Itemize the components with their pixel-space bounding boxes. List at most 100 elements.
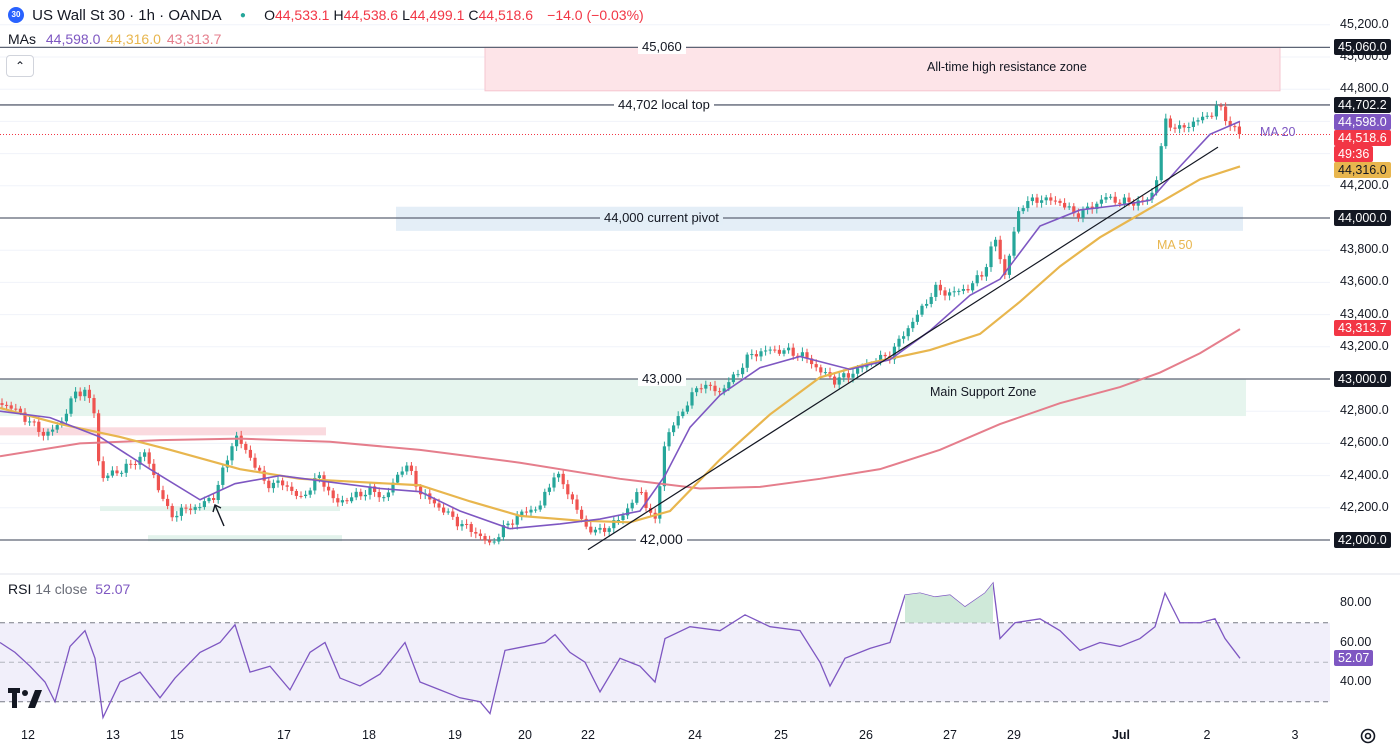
candle-body bbox=[1214, 105, 1218, 117]
settings-gear-icon[interactable] bbox=[1358, 726, 1378, 746]
time-axis[interactable]: 12 13 15 17 18 19 20 22 24 25 26 27 29 Jul 2 3 bbox=[0, 726, 1330, 746]
candle-body bbox=[235, 435, 239, 447]
price-tick: 44,200.0 bbox=[1340, 177, 1389, 192]
candle-body bbox=[511, 523, 515, 525]
candle-body bbox=[957, 290, 961, 292]
candle-body bbox=[1201, 116, 1205, 121]
time-tick: 18 bbox=[362, 728, 376, 742]
candle-body bbox=[253, 457, 257, 468]
small-resistance-zone bbox=[0, 427, 326, 436]
candle-body bbox=[152, 463, 156, 475]
candle-body bbox=[731, 374, 735, 383]
candle-body bbox=[1026, 201, 1030, 209]
symbol-legend[interactable]: 30 US Wall St 30 · 1h · OANDA ● O44,533.… bbox=[8, 6, 644, 24]
candle-body bbox=[639, 492, 643, 494]
candle-body bbox=[851, 373, 855, 378]
candle-body bbox=[621, 515, 625, 521]
price-tick: 43,800.0 bbox=[1340, 242, 1389, 257]
pivot-zone bbox=[396, 206, 1243, 231]
candle-body bbox=[607, 528, 611, 532]
price-change: −14.0 (−0.03%) bbox=[547, 7, 644, 24]
candle-body bbox=[1113, 196, 1117, 203]
ohlc-label: L bbox=[402, 7, 410, 24]
candle-body bbox=[676, 416, 680, 426]
candle-series bbox=[0, 100, 1241, 546]
candle-body bbox=[989, 246, 993, 268]
candle-body bbox=[998, 239, 1002, 260]
candle-body bbox=[902, 336, 906, 339]
candle-body bbox=[538, 505, 542, 510]
candle-body bbox=[258, 467, 262, 471]
candle-body bbox=[69, 398, 73, 414]
candle-body bbox=[777, 349, 781, 354]
candle-body bbox=[938, 284, 942, 291]
candle-body bbox=[483, 536, 487, 541]
candle-body bbox=[773, 349, 777, 351]
candle-body bbox=[156, 474, 160, 491]
moving-averages bbox=[0, 120, 1241, 551]
candle-body bbox=[373, 486, 377, 492]
candle-body bbox=[948, 292, 952, 296]
candle-body bbox=[603, 527, 607, 532]
symbol-title[interactable]: US Wall St 30 · 1h · OANDA bbox=[32, 6, 222, 24]
time-tick: 17 bbox=[277, 728, 291, 742]
candle-body bbox=[1136, 200, 1140, 206]
collapse-legend-button[interactable]: ⌃ bbox=[6, 55, 34, 77]
level-label-44000: 44,000 current pivot bbox=[600, 210, 723, 225]
candle-body bbox=[317, 475, 321, 478]
candle-body bbox=[313, 477, 317, 491]
candle-body bbox=[115, 470, 119, 474]
candle-body bbox=[175, 515, 179, 518]
price-tick: 43,200.0 bbox=[1340, 338, 1389, 353]
candle-body bbox=[667, 432, 671, 447]
candle-body bbox=[120, 472, 124, 474]
candle-body bbox=[294, 490, 298, 496]
candle-body bbox=[1127, 197, 1131, 202]
small-support-zone bbox=[148, 535, 342, 542]
time-tick: 25 bbox=[774, 728, 788, 742]
candle-body bbox=[883, 354, 887, 357]
rsi-pane bbox=[0, 581, 1330, 720]
price-axis[interactable]: 45,200.0 45,000.0 44,800.0 44,200.0 43,800.0… bbox=[1330, 0, 1400, 574]
rsi-overbought-fill bbox=[905, 583, 993, 623]
candle-body bbox=[9, 405, 13, 409]
candle-body bbox=[984, 267, 988, 277]
candle-body bbox=[460, 523, 464, 527]
rsi-axis[interactable]: 80.00 60.00 40.00 52.07 bbox=[1330, 574, 1400, 714]
candle-body bbox=[345, 500, 349, 502]
rsi-line bbox=[0, 581, 1241, 720]
price-tag: 44,598.0 bbox=[1334, 113, 1391, 130]
candle-body bbox=[212, 498, 216, 501]
candle-body bbox=[87, 389, 91, 399]
price-tick: 45,200.0 bbox=[1340, 16, 1389, 31]
candle-body bbox=[166, 498, 170, 506]
candle-body bbox=[304, 494, 308, 497]
candle-body bbox=[727, 382, 731, 389]
rsi-legend[interactable]: RSI 14 close 52.07 bbox=[8, 581, 130, 597]
candle-body bbox=[451, 511, 455, 517]
price-tick: 42,800.0 bbox=[1340, 403, 1389, 418]
candle-body bbox=[336, 498, 340, 503]
candle-body bbox=[405, 465, 409, 472]
price-tag: 42,000.0 bbox=[1334, 532, 1391, 548]
resistance-zone bbox=[484, 46, 1281, 92]
candle-body bbox=[630, 502, 634, 509]
price-tick: 42,400.0 bbox=[1340, 467, 1389, 482]
candle-body bbox=[1191, 121, 1195, 127]
candle-body bbox=[543, 491, 547, 506]
mas-legend[interactable]: MAs 44,598.0 44,316.0 43,313.7 bbox=[8, 31, 227, 47]
candle-body bbox=[51, 429, 55, 432]
candle-body bbox=[230, 446, 234, 461]
small-support-zone bbox=[100, 506, 340, 512]
candle-body bbox=[736, 374, 740, 376]
candle-body bbox=[1168, 118, 1172, 128]
candle-body bbox=[239, 435, 243, 444]
candle-body bbox=[764, 350, 768, 352]
candle-body bbox=[124, 463, 128, 473]
candle-body bbox=[952, 291, 956, 293]
candle-body bbox=[612, 520, 616, 529]
candle-body bbox=[1067, 206, 1071, 208]
candle-body bbox=[14, 408, 18, 410]
candle-body bbox=[400, 471, 404, 475]
